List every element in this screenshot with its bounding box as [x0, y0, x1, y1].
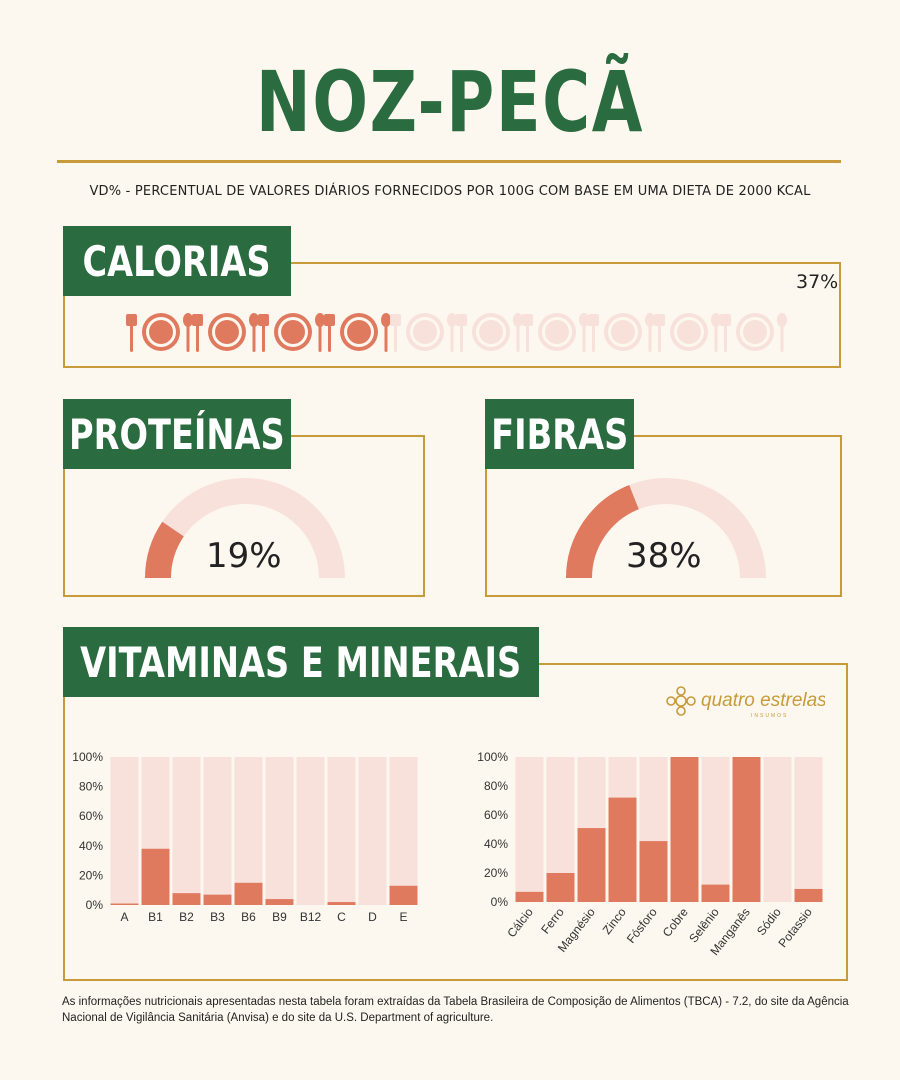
- plate-cutlery-icon: [720, 313, 787, 352]
- x-tick-label: B2: [179, 910, 194, 924]
- y-tick-label: 20%: [79, 868, 103, 882]
- bar-background: [763, 757, 792, 902]
- y-tick-label: 20%: [484, 866, 508, 880]
- x-tick-label: B6: [241, 910, 256, 924]
- bar: [546, 873, 575, 902]
- gauge-fill: [145, 521, 185, 579]
- bar: [639, 841, 668, 902]
- bar-background: [327, 757, 356, 905]
- y-tick-label: 100%: [477, 750, 508, 764]
- y-tick-label: 60%: [79, 809, 103, 823]
- x-tick-label: E: [399, 910, 407, 924]
- x-tick-label: A: [120, 910, 128, 924]
- footnote: As informações nutricionais apresentadas…: [62, 996, 849, 1024]
- bar-background: [110, 757, 139, 905]
- title-divider: [57, 160, 841, 163]
- plate-cutlery-icon: [588, 313, 655, 352]
- bar: [172, 893, 201, 905]
- calorias-label: CALORIAS: [63, 226, 291, 296]
- plate-cutlery-icon: [324, 313, 391, 352]
- fibras-box: [485, 435, 842, 597]
- gauge-fill: [566, 485, 640, 579]
- x-tick-label: B12: [300, 910, 322, 924]
- x-tick-label: C: [337, 910, 346, 924]
- brand-logo: quatro estrelas INSUMOS: [666, 686, 825, 719]
- x-tick-label: B9: [272, 910, 287, 924]
- bar-background: [389, 757, 418, 905]
- plate-cutlery-icon: [192, 313, 259, 352]
- plate-cutlery-icon: [456, 313, 523, 352]
- y-tick-label: 80%: [484, 779, 508, 793]
- plate-cutlery-icon: [522, 313, 589, 352]
- x-tick-label: Cobre: [660, 905, 691, 940]
- bar-background: [701, 757, 730, 902]
- bar: [110, 903, 139, 905]
- y-tick-label: 40%: [79, 839, 103, 853]
- bar-background: [296, 757, 325, 905]
- y-tick-label: 60%: [484, 808, 508, 822]
- bar: [389, 885, 418, 905]
- x-tick-label: D: [368, 910, 377, 924]
- plate-cutlery-icon: [126, 313, 193, 352]
- bar-background: [203, 757, 232, 905]
- x-tick-label: B3: [210, 910, 225, 924]
- svg-text:quatro estrelas: quatro estrelas: [701, 690, 825, 711]
- bar: [203, 894, 232, 905]
- bar-background: [358, 757, 387, 905]
- bar-background: [515, 757, 544, 902]
- bar: [608, 797, 637, 902]
- bar-background: [172, 757, 201, 905]
- y-tick-label: 40%: [484, 837, 508, 851]
- bar: [577, 828, 606, 902]
- bar: [234, 882, 263, 905]
- vitaminas-label: VITAMINAS E MINERAIS: [63, 627, 539, 697]
- bar: [670, 757, 699, 902]
- bar: [141, 848, 170, 905]
- bar-background: [794, 757, 823, 902]
- vitamins-bar-chart: 0% 20% 40% 60% 80% 100% A B1 B2 B3 B6 B9 B12 C D E: [72, 750, 418, 924]
- bar: [701, 884, 730, 902]
- bar: [265, 899, 294, 905]
- bar: [732, 757, 761, 902]
- calorias-icon-row: [126, 313, 787, 352]
- fibras-gauge: [566, 478, 766, 579]
- y-tick-label: 80%: [79, 780, 103, 794]
- subtitle: VD% - PERCENTUAL DE VALORES DIÁRIOS FORN…: [89, 184, 811, 199]
- fibras-value: 38%: [626, 536, 702, 576]
- proteinas-value: 19%: [206, 536, 282, 576]
- y-tick-label: 100%: [72, 750, 103, 764]
- x-tick-label: Fósforo: [624, 905, 660, 946]
- bar-background: [234, 757, 263, 905]
- calorias-value: 37%: [796, 271, 839, 293]
- proteinas-gauge: [145, 478, 345, 579]
- calorias-box: [63, 262, 841, 368]
- x-tick-label: Potassio: [775, 905, 815, 950]
- bar: [515, 891, 544, 902]
- x-tick-label: Zinco: [600, 905, 629, 937]
- x-tick-label: B1: [148, 910, 163, 924]
- bar: [794, 888, 823, 902]
- y-tick-label: 0%: [86, 898, 104, 912]
- x-tick-label: Sódio: [754, 905, 784, 938]
- bar-background: [265, 757, 294, 905]
- bar: [327, 902, 356, 905]
- plate-cutlery-icon: [654, 313, 721, 352]
- x-tick-label: Ferro: [538, 905, 567, 936]
- plate-cutlery-icon: [258, 313, 325, 352]
- proteinas-label: PROTEÍNAS: [63, 399, 291, 469]
- x-tick-label: Cálcio: [504, 905, 536, 940]
- page-title: NOZ-PECÃ: [255, 53, 645, 151]
- plate-cutlery-icon: [390, 313, 457, 352]
- fibras-label: FIBRAS: [485, 399, 634, 469]
- svg-text:INSUMOS: INSUMOS: [751, 713, 788, 719]
- y-tick-label: 0%: [491, 895, 509, 909]
